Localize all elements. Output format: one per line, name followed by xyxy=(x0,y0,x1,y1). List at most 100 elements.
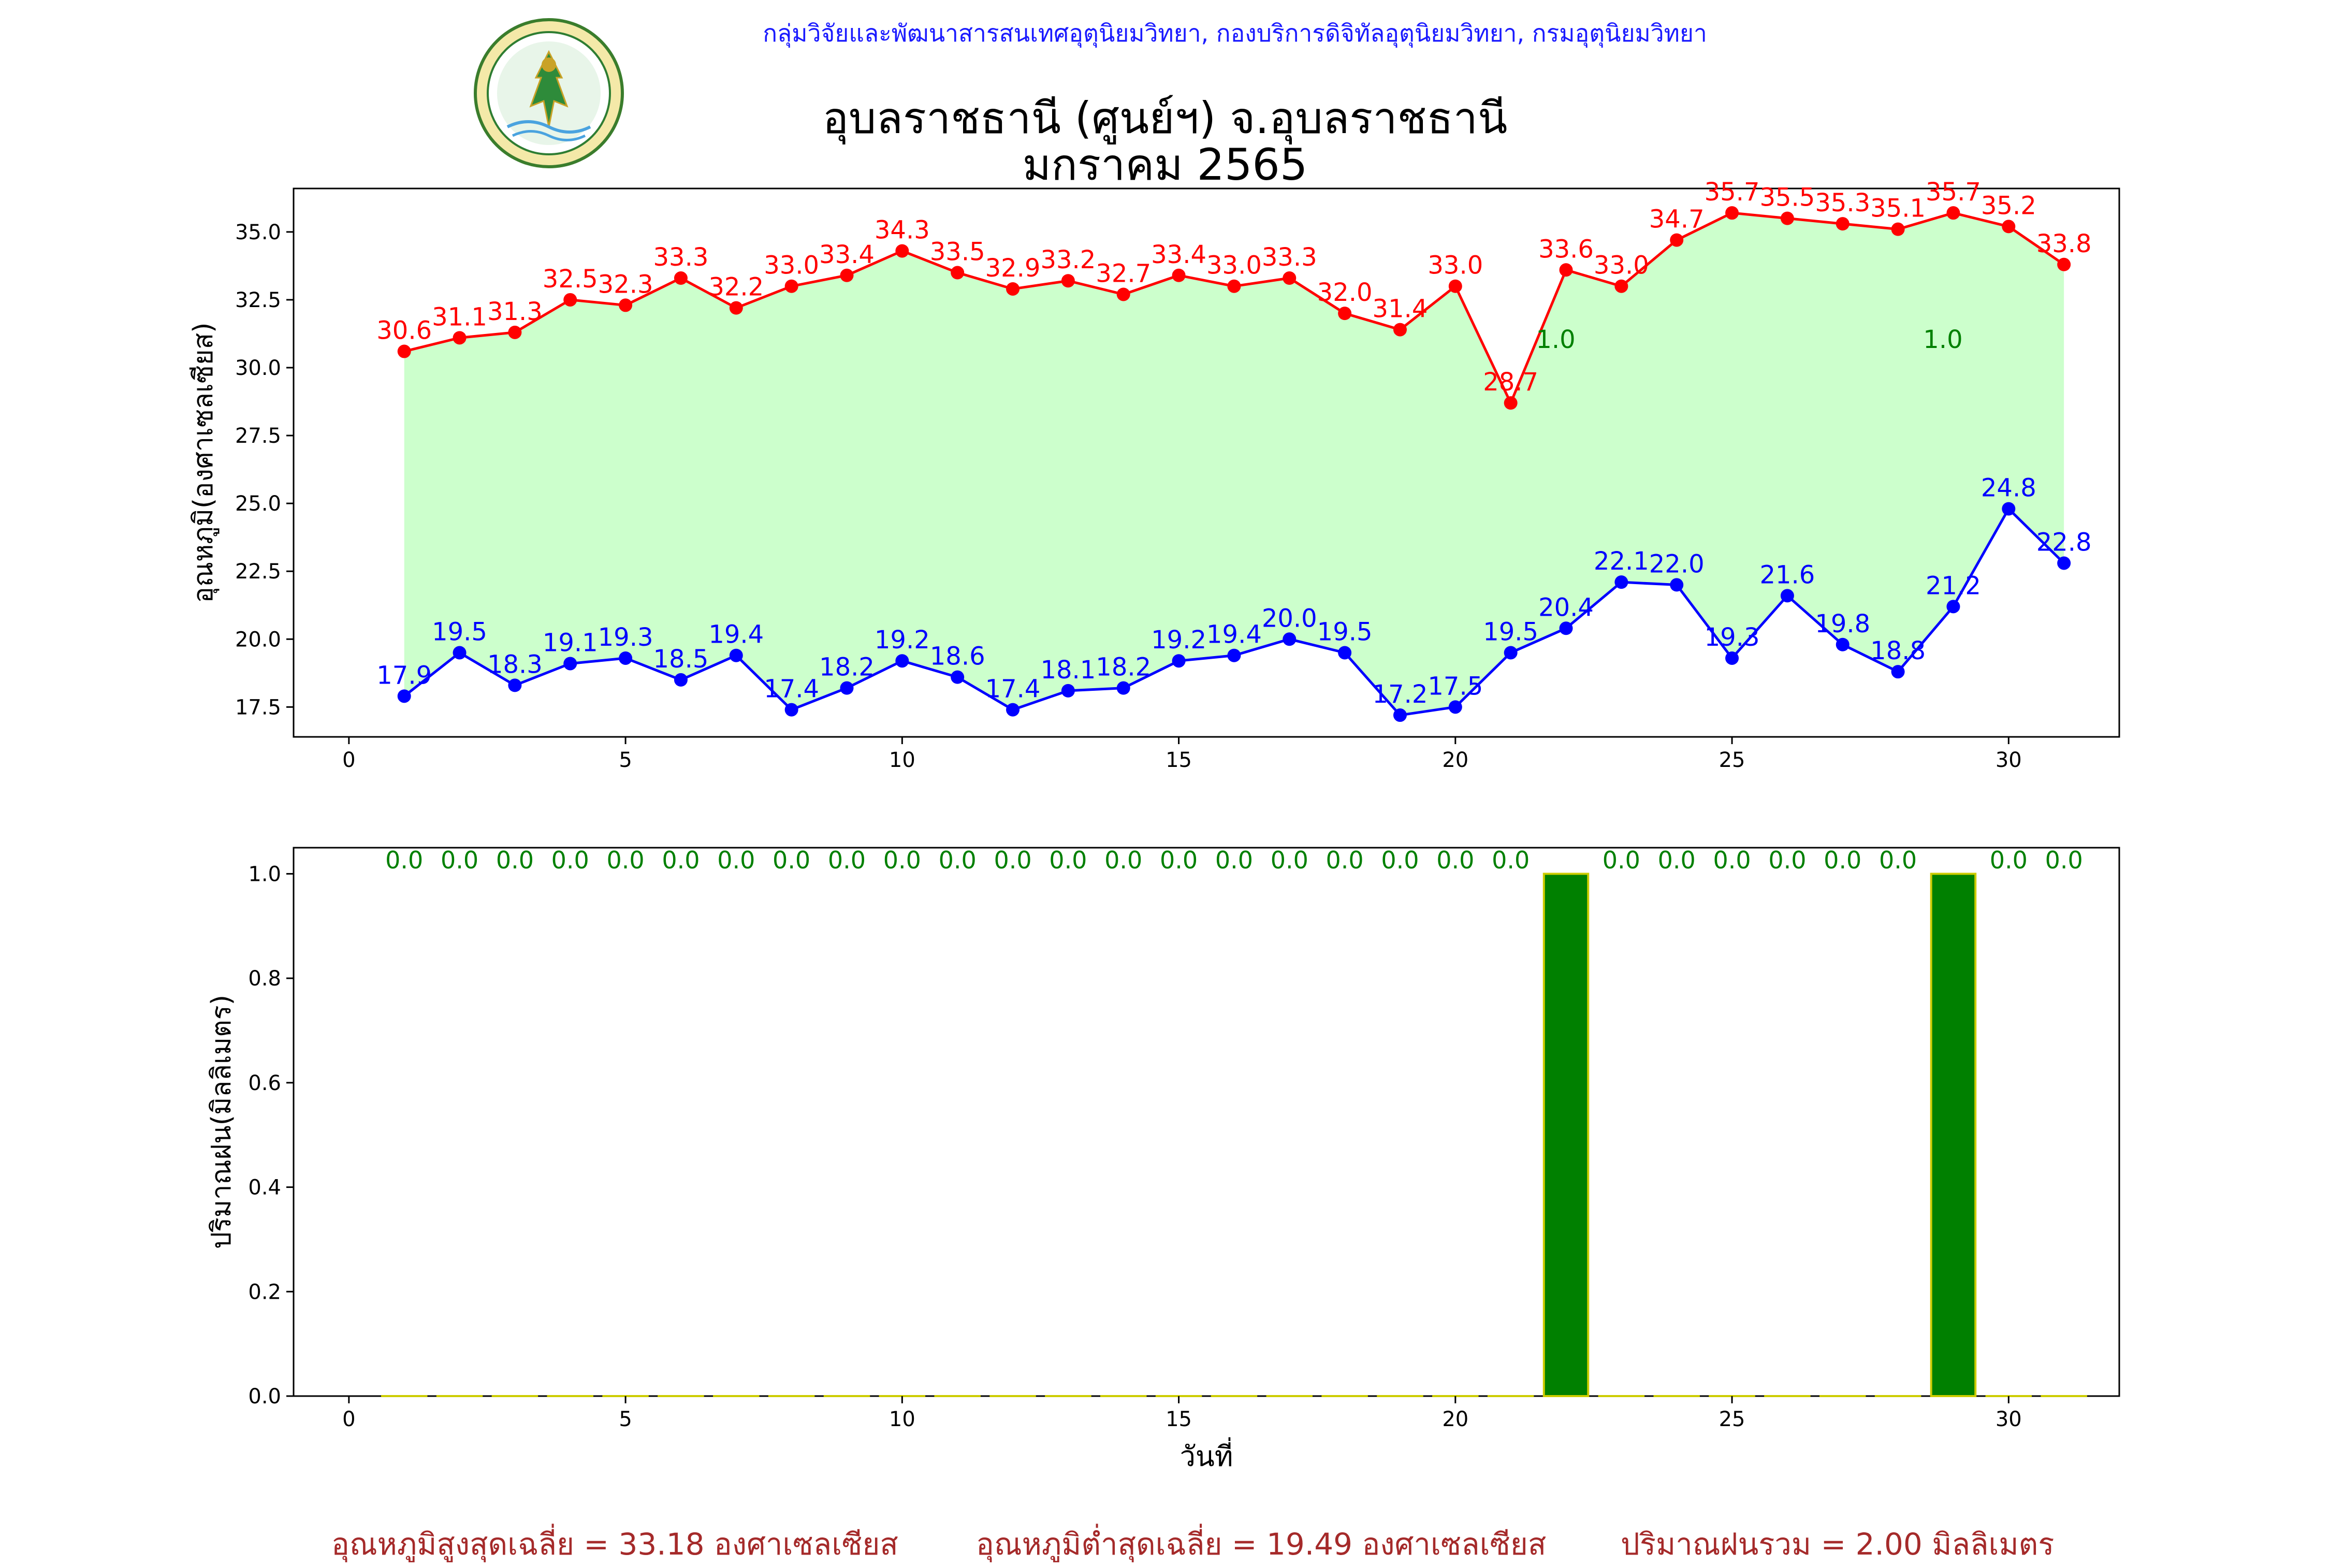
max-temp-label: 28.7 xyxy=(1483,368,1538,397)
min-temp-point xyxy=(1283,632,1296,646)
max-temp-label: 33.0 xyxy=(1206,251,1262,280)
max-temp-point xyxy=(674,271,688,285)
max-temp-label: 30.6 xyxy=(376,316,432,345)
max-temp-label: 33.3 xyxy=(653,243,709,272)
min-temp-point xyxy=(1504,646,1518,659)
min-temp-label: 21.2 xyxy=(1926,571,1981,600)
rain-x-tick-label: 15 xyxy=(1166,1407,1192,1431)
rain-bar-label: 0.0 xyxy=(2045,846,2083,874)
max-temp-point xyxy=(508,326,521,339)
rain-y-tick-label: 0.0 xyxy=(248,1385,281,1409)
min-temp-point xyxy=(563,657,577,670)
min-temp-label: 18.8 xyxy=(1870,636,1926,665)
temp-x-tick-label: 30 xyxy=(1996,748,2022,772)
temp-y-tick-label: 25.0 xyxy=(235,492,281,516)
min-temp-label: 22.8 xyxy=(2036,528,2092,557)
rain-bar-label: 0.0 xyxy=(1104,846,1142,874)
rain-bar-label: 0.0 xyxy=(1381,846,1419,874)
chart-title-period: มกราคม 2565 xyxy=(0,129,2330,199)
max-temp-point xyxy=(730,301,743,315)
temp-y-tick-label: 32.5 xyxy=(235,288,281,312)
min-temp-point xyxy=(1946,600,1960,613)
rain-bar-label: 0.0 xyxy=(1879,846,1917,874)
rain-x-tick-label: 5 xyxy=(619,1407,632,1431)
min-temp-label: 18.5 xyxy=(653,645,709,674)
rain-x-tick-label: 20 xyxy=(1442,1407,1468,1431)
max-temp-label: 31.4 xyxy=(1373,295,1428,324)
max-temp-label: 33.4 xyxy=(819,240,875,269)
max-temp-label: 33.6 xyxy=(1538,235,1594,264)
max-temp-label: 33.8 xyxy=(2036,229,2092,258)
rain-bar-label: 0.0 xyxy=(1215,846,1253,874)
rain-bar-label: 0.0 xyxy=(1990,846,2028,874)
rain-y-tick-label: 0.8 xyxy=(248,967,281,991)
max-temp-label: 32.5 xyxy=(543,265,598,294)
max-temp-point xyxy=(1283,271,1296,285)
max-temp-point xyxy=(1560,263,1573,277)
min-temp-point xyxy=(1781,589,1794,602)
max-temp-label: 32.9 xyxy=(985,254,1041,283)
max-temp-point xyxy=(1781,212,1794,225)
min-temp-label: 19.8 xyxy=(1815,609,1870,638)
max-temp-point xyxy=(453,331,467,344)
max-temp-line xyxy=(404,213,2064,403)
temp-x-tick-label: 10 xyxy=(889,748,915,772)
rain-y-tick-label: 0.2 xyxy=(248,1280,281,1304)
rain-x-tick-label: 25 xyxy=(1719,1407,1745,1431)
rain-annotation-label: 1.0 xyxy=(1536,325,1575,354)
max-temp-label: 31.1 xyxy=(432,302,487,331)
min-temp-label: 22.1 xyxy=(1594,547,1649,576)
min-temp-point xyxy=(398,689,411,703)
temp-y-tick-label: 22.5 xyxy=(235,560,281,584)
min-temp-point xyxy=(453,646,467,659)
max-temp-point xyxy=(2002,220,2015,233)
min-temp-point xyxy=(1725,651,1739,665)
rain-bar-label: 0.0 xyxy=(828,846,866,874)
rain-y-tick-label: 0.4 xyxy=(248,1176,281,1200)
max-temp-point xyxy=(840,269,853,282)
min-temp-label: 20.4 xyxy=(1538,593,1594,622)
max-temp-point xyxy=(619,298,632,312)
max-temp-point xyxy=(1670,234,1683,247)
rain-bar-label: 0.0 xyxy=(1492,846,1530,874)
max-temp-label: 34.3 xyxy=(875,216,930,245)
max-temp-label: 32.0 xyxy=(1317,278,1373,307)
rain-bar-label: 0.0 xyxy=(441,846,478,874)
rain-bar-label: 0.0 xyxy=(662,846,700,874)
temp-y-tick-label: 35.0 xyxy=(235,221,281,244)
total-rainfall-text: ปริมาณฝนรวม = 2.00 มิลลิเมตร xyxy=(1621,1520,2054,1568)
rain-y-axis-label: ปริมาณฝน(มิลลิเมตร) xyxy=(206,995,237,1249)
rain-bar-label: 0.0 xyxy=(607,846,645,874)
rain-bar-label: 0.0 xyxy=(551,846,589,874)
rain-x-tick-label: 10 xyxy=(889,1407,915,1431)
rain-y-tick-label: 0.6 xyxy=(248,1071,281,1095)
rain-bar-label: 0.0 xyxy=(1713,846,1751,874)
max-temp-point xyxy=(1227,280,1241,293)
rain-y-tick-label: 1.0 xyxy=(248,862,281,886)
temp-y-tick-label: 27.5 xyxy=(235,424,281,448)
min-temp-label: 19.5 xyxy=(1483,617,1538,646)
rain-bar-label: 0.0 xyxy=(773,846,810,874)
max-temp-point xyxy=(785,280,798,293)
max-temp-point xyxy=(1061,274,1075,287)
min-temp-point xyxy=(1338,646,1351,659)
rain-bar-label: 0.0 xyxy=(385,846,423,874)
max-temp-point xyxy=(1117,287,1130,301)
max-temp-label: 34.7 xyxy=(1649,205,1705,234)
min-temp-point xyxy=(2002,502,2015,516)
rain-bar-label: 0.0 xyxy=(1326,846,1364,874)
max-temp-label: 32.3 xyxy=(598,270,653,299)
min-temp-line xyxy=(404,509,2064,715)
min-temp-label: 19.2 xyxy=(875,626,930,655)
temp-plot-frame xyxy=(294,188,2119,737)
min-temp-label: 19.5 xyxy=(1317,617,1373,646)
rain-annotation-label: 1.0 xyxy=(1923,325,1962,354)
min-temp-label: 17.2 xyxy=(1373,680,1428,709)
min-temp-point xyxy=(895,654,909,667)
min-temp-point xyxy=(1670,578,1683,591)
min-temp-label: 19.3 xyxy=(598,623,653,652)
min-temp-label: 18.2 xyxy=(819,653,875,682)
min-temp-point xyxy=(785,703,798,717)
